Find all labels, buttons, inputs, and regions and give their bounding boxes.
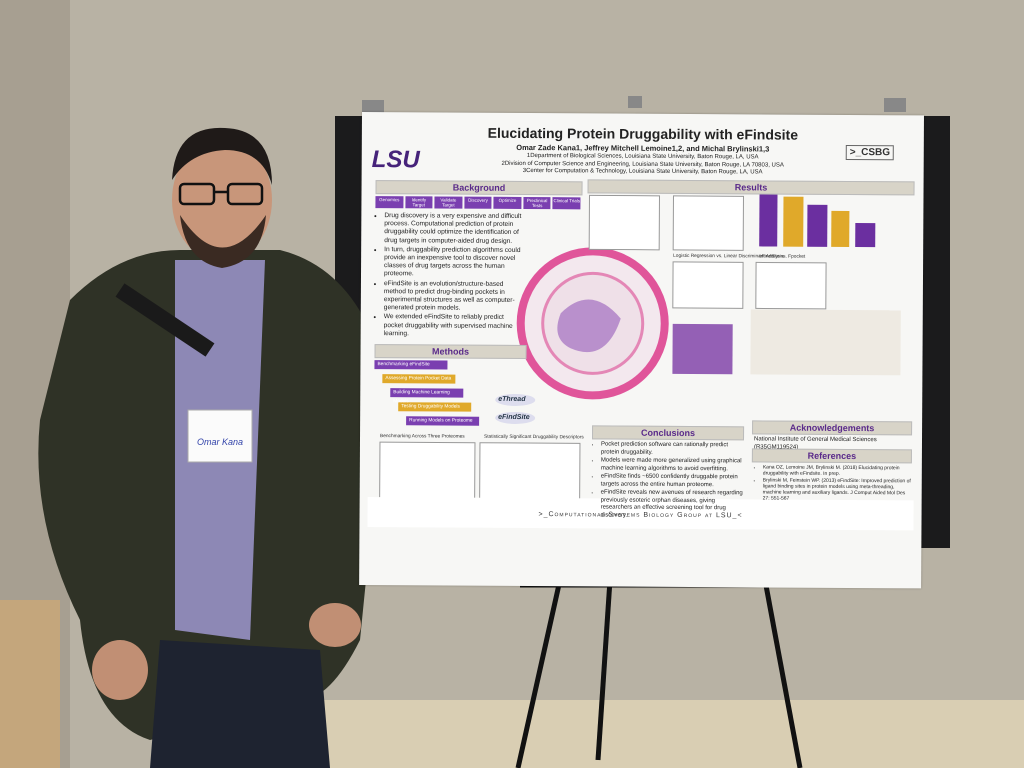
person: Omar Kana — [38, 127, 379, 768]
baseboard — [230, 700, 1024, 768]
poster-graphics — [367, 190, 914, 531]
protein-structure — [557, 299, 621, 353]
pipeline-step: Discovery — [464, 196, 492, 209]
tool-ethread: eThread — [498, 395, 526, 404]
pipeline-step: Genomics — [375, 196, 404, 209]
pipeline-step: Optimize — [493, 196, 522, 209]
results-heading: Results — [587, 179, 915, 196]
methods-steps: Benchmarking eFindSite Assessing Protein … — [374, 360, 494, 431]
method-step: Running Models on Proteome — [406, 416, 480, 426]
reference-list: Kana OZ, Lemoine JM, Brylinski M. (2018)… — [754, 464, 912, 502]
references-heading: References — [751, 448, 912, 464]
background-bullets: Drug discovery is a very expensive and d… — [375, 212, 526, 340]
bar-panels — [759, 190, 876, 248]
method-step: Benchmarking eFindSite — [374, 360, 448, 370]
table — [0, 600, 60, 768]
reference: Brylinski M, Feinstein WP. (2013) eFindS… — [763, 477, 912, 502]
pipeline-steps: Genomics Identify Target Validate Target Di… — [375, 196, 581, 210]
pipeline-step: Identify Target — [404, 196, 433, 209]
methods-plot-caption: Benchmarking Across Three Proteomes — [380, 434, 465, 440]
bullet: In turn, druggability prediction algorit… — [384, 246, 525, 280]
method-step: Building Machine Learning Models — [390, 388, 464, 404]
methods-heading: Methods — [374, 344, 527, 360]
method-step: Assessing Protein Pocket Data — [382, 374, 456, 384]
name-tag — [187, 409, 253, 463]
bullet: We extended eFindSite to reliably predic… — [384, 314, 525, 339]
poster: LSU >_CSBG Elucidating Protein Druggabil… — [359, 112, 924, 589]
name-tag-text: Omar Kana — [197, 437, 243, 447]
method-tools — [495, 393, 536, 424]
acknowledgements-heading: Acknowledgements — [752, 420, 913, 436]
bullet: Models were made more generalized using … — [601, 457, 747, 473]
affiliations: 1Department of Biological Sciences, Loui… — [362, 152, 924, 178]
results-plot-caption: eFindSite vs. Fpocket — [759, 254, 806, 260]
bullet: eFindSite is an evolution/structure-base… — [384, 280, 525, 314]
bullet: Drug discovery is a very expensive and d… — [384, 212, 525, 246]
superposition-image — [750, 309, 901, 376]
pipeline-step: Validate Target — [434, 196, 463, 209]
structure-image — [672, 323, 733, 375]
clips — [362, 96, 906, 114]
bullet-list: Pocket prediction software can rationall… — [592, 441, 747, 520]
footer-band — [367, 497, 914, 531]
poster-title: Elucidating Protein Druggability with eF… — [487, 124, 799, 143]
background-heading: Background — [375, 180, 583, 196]
pipeline-step: Preclinical Tests — [523, 196, 551, 210]
conclusions-bullets: Pocket prediction software can rationall… — [592, 441, 747, 521]
references-list: Kana OZ, Lemoine JM, Brylinski M. (2018)… — [754, 464, 912, 503]
bullet: Pocket prediction software can rationall… — [601, 441, 747, 457]
reference: Kana OZ, Lemoine JM, Brylinski M. (2018)… — [763, 464, 912, 477]
result-plots — [379, 194, 827, 502]
pipeline-step: Clinical Trials — [552, 197, 581, 210]
bullet: eFindSite finds ~6500 confidently drugga… — [601, 473, 747, 489]
conclusions-heading: Conclusions — [592, 425, 745, 441]
bullet-list: Drug discovery is a very expensive and d… — [375, 212, 526, 339]
tool-efindsite: eFindSite — [498, 413, 530, 422]
method-step: Testing Druggability Models — [398, 402, 472, 412]
methods-plot-caption: Statistically Significant Druggability D… — [484, 434, 584, 441]
